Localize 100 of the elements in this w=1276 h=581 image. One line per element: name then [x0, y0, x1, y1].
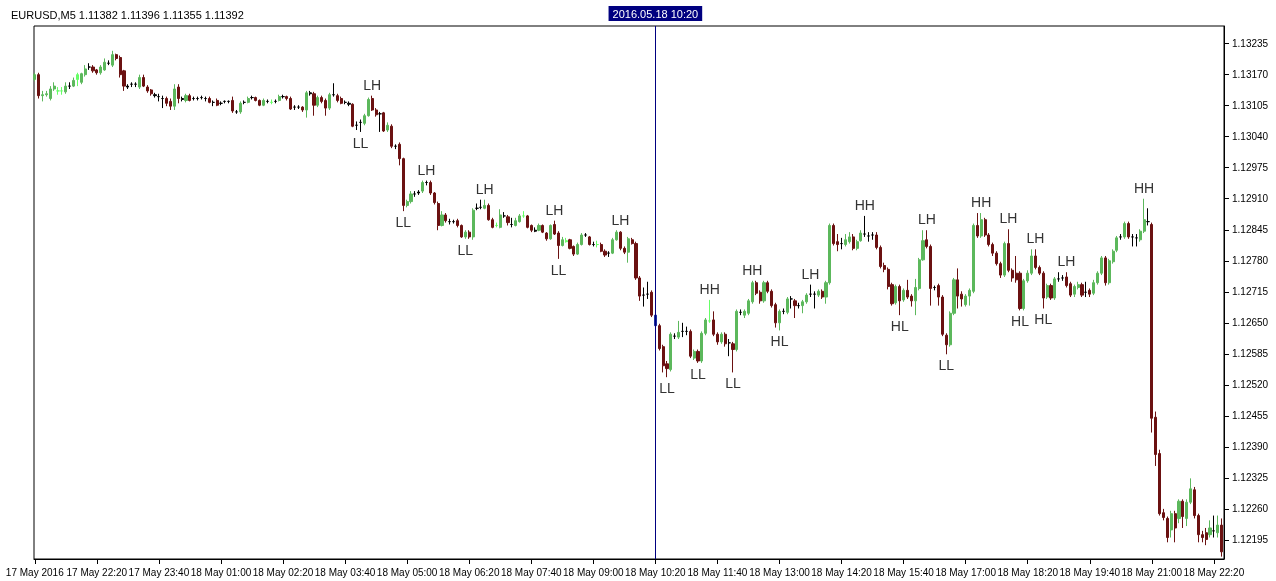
- annotation: LH: [475, 180, 494, 197]
- candlestick: [945, 332, 948, 355]
- candlestick: [177, 83, 180, 104]
- candlestick: [254, 96, 257, 102]
- candlestick: [693, 349, 696, 361]
- candlestick: [561, 236, 564, 247]
- candlestick: [956, 267, 959, 309]
- candlestick: [169, 98, 172, 111]
- candlestick: [351, 102, 354, 128]
- candlestick: [153, 92, 157, 99]
- annotation: HH: [742, 261, 763, 278]
- annotation: LH: [917, 211, 936, 228]
- x-tick-label: 18 May 06:20: [438, 566, 500, 578]
- y-tick-label: 1.12390: [1232, 441, 1269, 453]
- candlestick: [91, 64, 95, 74]
- x-tick-label: 18 May 15:40: [873, 566, 935, 578]
- candlestick: [49, 85, 52, 101]
- candlestick: [33, 72, 36, 82]
- y-tick-label: 1.12845: [1232, 224, 1269, 236]
- y-tick-label: 1.12325: [1232, 472, 1269, 484]
- candlestick: [150, 88, 153, 97]
- candlestick: [786, 296, 789, 315]
- candlestick: [72, 77, 75, 88]
- candlestick: [1181, 498, 1184, 529]
- x-tick-label: 18 May 14:20: [811, 566, 873, 578]
- candlestick: [588, 235, 591, 246]
- candlestick: [103, 57, 106, 72]
- annotation: HL: [890, 318, 909, 335]
- y-tick-label: 1.12715: [1232, 286, 1269, 298]
- candlestick: [76, 72, 79, 87]
- candlestick: [472, 207, 475, 241]
- x-tick-label: 17 May 23:40: [128, 566, 190, 578]
- candlestick: [549, 224, 552, 241]
- candlestick: [258, 98, 261, 107]
- candlestick: [421, 180, 424, 194]
- candlestick: [1205, 527, 1208, 546]
- candlestick: [1216, 515, 1219, 539]
- x-tick-label: 18 May 03:40: [314, 566, 376, 578]
- candlestick: [216, 98, 219, 107]
- candlestick: [1042, 270, 1045, 309]
- candlestick: [45, 90, 48, 98]
- annotation: LH: [417, 161, 436, 178]
- candlestick: [1003, 241, 1006, 278]
- annotation: LH: [1026, 230, 1045, 247]
- candlestick: [1123, 221, 1126, 240]
- candlestick: [440, 210, 444, 227]
- candlestick: [1084, 281, 1087, 298]
- y-tick-label: 1.12260: [1232, 503, 1269, 515]
- annotation: LL: [395, 214, 412, 231]
- y-tick-label: 1.12780: [1232, 255, 1269, 267]
- candlestick: [231, 96, 234, 114]
- x-tick-label: 18 May 22:20: [1183, 566, 1245, 578]
- y-tick-label: 1.13170: [1232, 69, 1269, 81]
- ref-line-label: 2016.05.18 10:20: [612, 7, 699, 20]
- candlestick: [681, 322, 684, 338]
- candlestick: [483, 199, 486, 210]
- x-tick-label: 17 May 22:20: [66, 566, 128, 578]
- candlestick: [247, 96, 250, 104]
- candlestick: [41, 90, 44, 102]
- candlestick: [844, 233, 847, 247]
- candlestick: [646, 281, 649, 300]
- candlestick: [289, 96, 292, 111]
- y-tick-label: 1.12650: [1232, 317, 1269, 329]
- x-tick-label: 18 May 07:40: [500, 566, 562, 578]
- candlestick: [312, 91, 316, 117]
- candlestick: [1166, 516, 1169, 543]
- y-tick-label: 1.13235: [1232, 38, 1269, 50]
- y-tick-label: 1.12975: [1232, 162, 1269, 174]
- candlestick: [126, 83, 129, 90]
- candlestick: [731, 341, 735, 373]
- candlestick: [1220, 517, 1223, 558]
- candlestick: [537, 223, 541, 232]
- candlestick: [88, 62, 91, 71]
- candlestick: [980, 212, 983, 239]
- candlestick: [518, 213, 521, 224]
- y-tick-label: 1.12910: [1232, 193, 1269, 205]
- candlestick: [64, 81, 67, 95]
- candlestick: [1073, 284, 1076, 298]
- candlestick: [627, 236, 630, 264]
- candlestick: [37, 72, 40, 100]
- candlestick: [762, 280, 766, 304]
- annotation: LH: [999, 210, 1018, 227]
- candlestick: [239, 100, 242, 115]
- x-tick-label: 18 May 13:00: [749, 566, 811, 578]
- candlestick: [817, 288, 820, 298]
- candlestick: [188, 93, 191, 102]
- candlestick: [382, 111, 385, 133]
- y-tick-label: 1.13105: [1232, 100, 1269, 112]
- annotation: LL: [690, 365, 707, 382]
- annotation: HH: [699, 280, 720, 297]
- candlestick: [976, 212, 979, 239]
- y-tick-label: 1.12195: [1232, 534, 1269, 546]
- candlestick: [301, 105, 304, 113]
- annotation: LH: [611, 212, 630, 229]
- candlestick: [821, 288, 824, 300]
- candlestick: [1208, 519, 1212, 539]
- candlestick: [336, 93, 339, 103]
- candlestick: [181, 96, 184, 102]
- y-tick-label: 1.12520: [1232, 379, 1269, 391]
- candlestick: [650, 289, 653, 318]
